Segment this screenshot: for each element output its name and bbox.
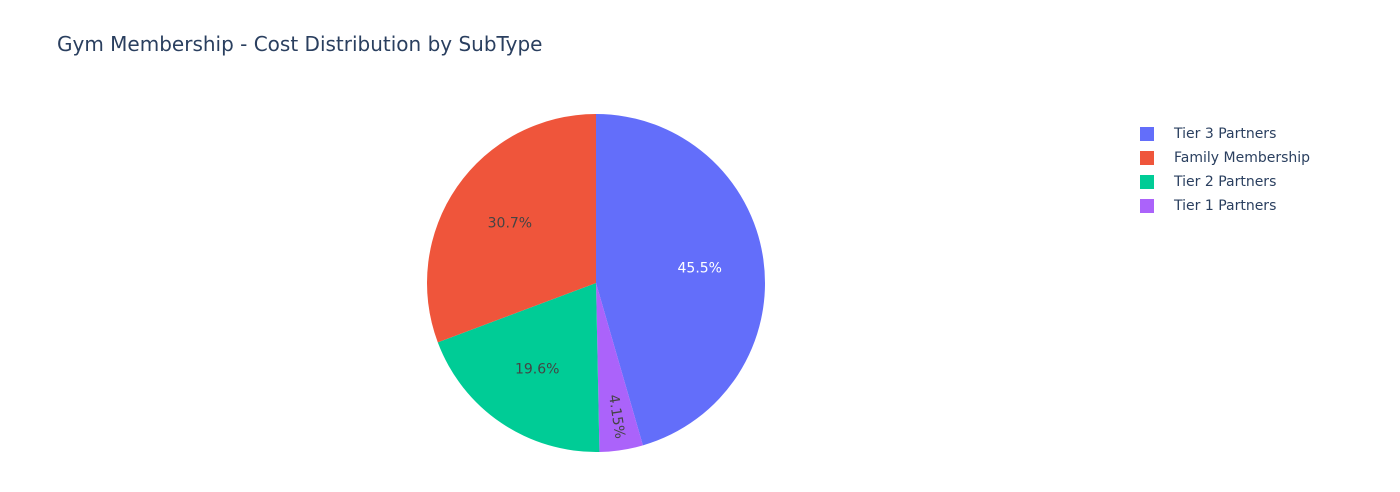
legend-swatch [1140, 127, 1154, 141]
pie-label-tier-3-partners: 45.5% [678, 260, 722, 276]
pie-label-family-membership: 30.7% [488, 215, 532, 231]
legend-item-tier-2-partners[interactable]: Tier 2 Partners [1140, 170, 1310, 194]
legend-swatch [1140, 151, 1154, 165]
legend-label: Tier 2 Partners [1174, 174, 1277, 190]
pie-label-tier-1-partners: 4.15% [605, 393, 628, 439]
legend-swatch [1140, 199, 1154, 213]
legend-item-tier-3-partners[interactable]: Tier 3 Partners [1140, 122, 1310, 146]
pie-label-tier-2-partners: 19.6% [515, 362, 559, 378]
legend-label: Tier 1 Partners [1174, 198, 1277, 214]
pie-labels: 45.5% 4.15% 19.6% 30.7% [488, 215, 722, 440]
legend-item-family-membership[interactable]: Family Membership [1140, 146, 1310, 170]
pie-slice-family-membership[interactable] [427, 114, 596, 343]
legend-swatch [1140, 175, 1154, 189]
legend: Tier 3 Partners Family Membership Tier 2… [1140, 122, 1310, 218]
pie-slices [427, 114, 766, 452]
legend-label: Family Membership [1174, 150, 1311, 166]
chart-title: Gym Membership - Cost Distribution by Su… [57, 32, 543, 56]
pie-slice-tier-1-partners[interactable] [596, 283, 643, 452]
pie-slice-tier-2-partners[interactable] [437, 283, 600, 452]
legend-label: Tier 3 Partners [1174, 126, 1277, 142]
pie-slice-tier-3-partners[interactable] [596, 114, 766, 446]
legend-item-tier-1-partners[interactable]: Tier 1 Partners [1140, 194, 1310, 218]
